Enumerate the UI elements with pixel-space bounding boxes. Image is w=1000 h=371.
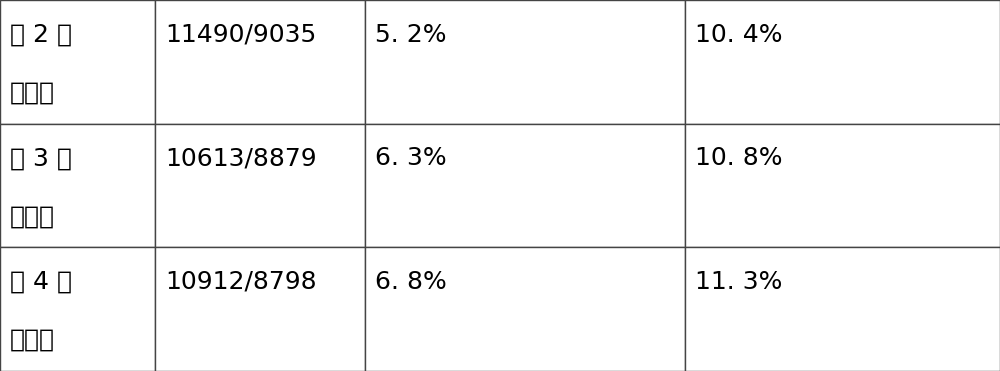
Text: 6. 8%: 6. 8%: [375, 270, 447, 294]
Bar: [0, 124, 155, 247]
Bar: [365, 124, 685, 247]
Bar: [685, 0, 1000, 124]
Text: 10. 4%: 10. 4%: [695, 23, 783, 47]
Text: 10. 8%: 10. 8%: [695, 146, 783, 170]
Bar: [155, 124, 365, 247]
Bar: [365, 247, 685, 371]
Bar: [0, 247, 155, 371]
Bar: [0, 0, 155, 124]
Text: 6. 3%: 6. 3%: [375, 146, 447, 170]
Text: （秋）: （秋）: [10, 81, 55, 105]
Bar: [365, 0, 685, 124]
Bar: [685, 247, 1000, 371]
Text: 第 4 年: 第 4 年: [10, 270, 72, 294]
Bar: [155, 247, 365, 371]
Bar: [155, 0, 365, 124]
Text: 第 2 年: 第 2 年: [10, 23, 72, 47]
Bar: [685, 124, 1000, 247]
Text: 11. 3%: 11. 3%: [695, 270, 782, 294]
Text: 5. 2%: 5. 2%: [375, 23, 446, 47]
Text: 10912/8798: 10912/8798: [165, 270, 317, 294]
Text: （秋）: （秋）: [10, 328, 55, 352]
Text: （秋）: （秋）: [10, 204, 55, 229]
Text: 10613/8879: 10613/8879: [165, 146, 317, 170]
Text: 11490/9035: 11490/9035: [165, 23, 316, 47]
Text: 第 3 年: 第 3 年: [10, 146, 72, 170]
